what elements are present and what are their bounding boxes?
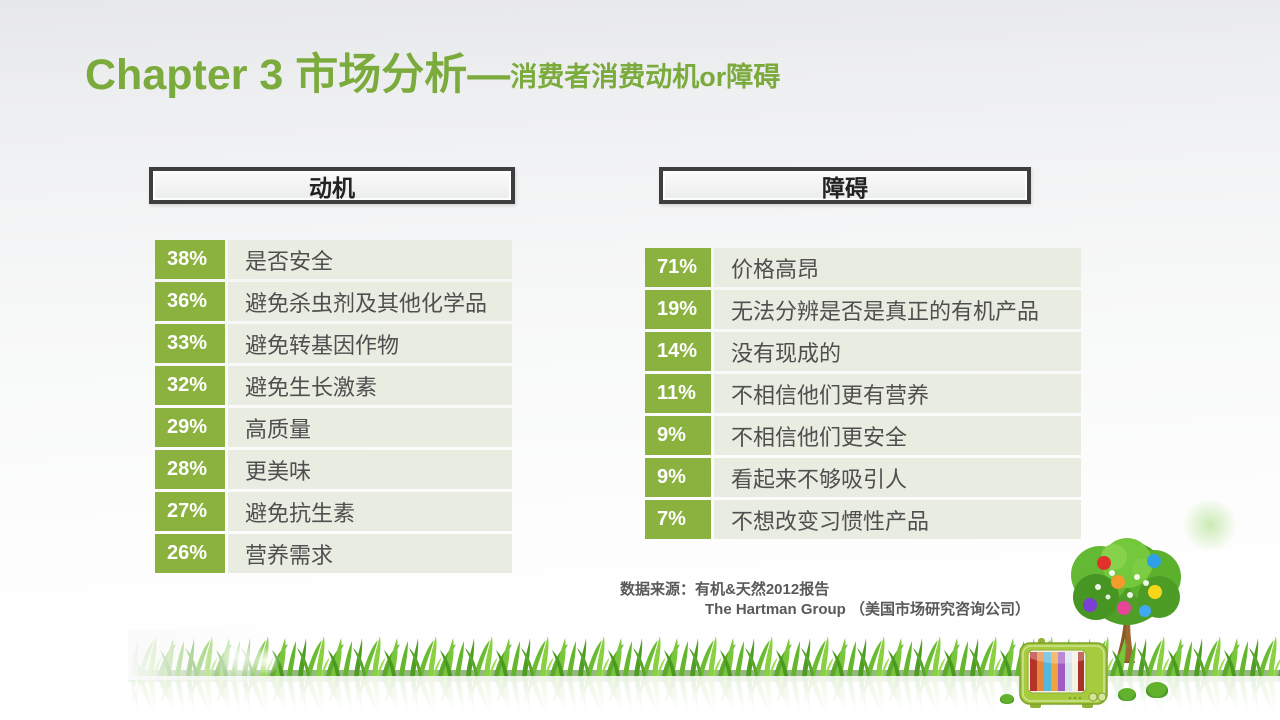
barrier-row: 9% 看起来不够吸引人 — [645, 458, 1081, 497]
motivation-header-box: 动机 — [149, 167, 515, 204]
label-cell: 价格高昂 — [714, 248, 1081, 287]
motivation-row: 36% 避免杀虫剂及其他化学品 — [155, 282, 512, 321]
percent-cell: 14% — [645, 332, 711, 371]
label-cell: 是否安全 — [228, 240, 512, 279]
barrier-row: 11% 不相信他们更有营养 — [645, 374, 1081, 413]
label-cell: 无法分辨是否是真正的有机产品 — [714, 290, 1081, 329]
percent-cell: 9% — [645, 458, 711, 497]
percent-cell: 32% — [155, 366, 225, 405]
percent-cell: 33% — [155, 324, 225, 363]
label-cell: 没有现成的 — [714, 332, 1081, 371]
percent-cell: 11% — [645, 374, 711, 413]
motivation-row: 38% 是否安全 — [155, 240, 512, 279]
label-cell: 不相信他们更安全 — [714, 416, 1081, 455]
label-cell: 看起来不够吸引人 — [714, 458, 1081, 497]
sparkle-decoration — [128, 680, 144, 696]
percent-cell: 19% — [645, 290, 711, 329]
percent-cell: 7% — [645, 500, 711, 539]
label-cell: 不相信他们更有营养 — [714, 374, 1081, 413]
motivation-row: 29% 高质量 — [155, 408, 512, 447]
label-cell: 避免生长激素 — [228, 366, 512, 405]
data-source-line1: 数据来源：有机&天然2012报告 — [620, 581, 830, 598]
percent-cell: 38% — [155, 240, 225, 279]
bush-icon — [1000, 694, 1014, 704]
label-cell: 避免抗生素 — [228, 492, 512, 531]
bush-icon — [1146, 682, 1168, 698]
data-source-note: 数据来源：有机&天然2012报告 The Hartman Group （美国市场… — [620, 580, 1030, 619]
percent-cell: 28% — [155, 450, 225, 489]
label-cell: 避免杀虫剂及其他化学品 — [228, 282, 512, 321]
title-main: Chapter 3 市场分析— — [85, 51, 511, 99]
data-source-line2: The Hartman Group （美国市场研究咨询公司） — [705, 600, 1031, 618]
percent-cell: 29% — [155, 408, 225, 447]
barrier-row: 71% 价格高昂 — [645, 248, 1081, 287]
motivation-row: 32% 避免生长激素 — [155, 366, 512, 405]
percent-cell: 26% — [155, 534, 225, 573]
barrier-row: 19% 无法分辨是否是真正的有机产品 — [645, 290, 1081, 329]
motivation-table: 38% 是否安全 36% 避免杀虫剂及其他化学品 33% 避免转基因作物 32% 避免生长激素… — [155, 240, 512, 576]
label-cell: 避免转基因作物 — [228, 324, 512, 363]
percent-cell: 36% — [155, 282, 225, 321]
motivation-row: 33% 避免转基因作物 — [155, 324, 512, 363]
motivation-row: 26% 营养需求 — [155, 534, 512, 573]
barrier-row: 9% 不相信他们更安全 — [645, 416, 1081, 455]
barrier-table: 71% 价格高昂 19% 无法分辨是否是真正的有机产品 14% 没有现成的 11% 不相信他们… — [645, 248, 1081, 542]
bush-icon — [1118, 688, 1136, 701]
motivation-row: 28% 更美味 — [155, 450, 512, 489]
label-cell: 更美味 — [228, 450, 512, 489]
label-cell: 高质量 — [228, 408, 512, 447]
barrier-header-label: 障碍 — [822, 174, 868, 201]
title-subtitle: 消费者消费动机or障碍 — [510, 62, 781, 93]
barrier-header-box: 障碍 — [659, 167, 1031, 204]
page-title: Chapter 3 市场分析— 消费者消费动机or障碍 — [85, 51, 781, 99]
motivation-row: 27% 避免抗生素 — [155, 492, 512, 531]
label-cell: 营养需求 — [228, 534, 512, 573]
barrier-row: 7% 不想改变习惯性产品 — [645, 500, 1081, 539]
retro-tv-icon — [1019, 638, 1108, 708]
glow-decoration — [1180, 500, 1240, 550]
percent-cell: 9% — [645, 416, 711, 455]
percent-cell: 27% — [155, 492, 225, 531]
motivation-header-label: 动机 — [309, 174, 355, 201]
percent-cell: 71% — [645, 248, 711, 287]
sparkle-decoration — [252, 648, 282, 674]
label-cell: 不想改变习惯性产品 — [714, 500, 1081, 539]
barrier-row: 14% 没有现成的 — [645, 332, 1081, 371]
